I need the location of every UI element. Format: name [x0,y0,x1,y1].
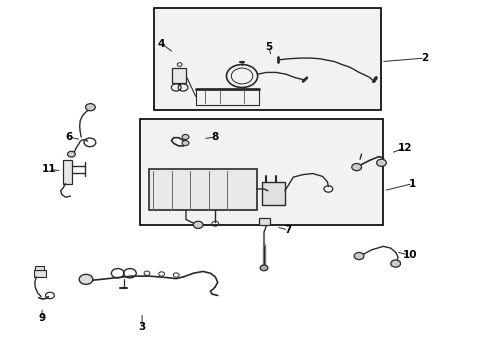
Text: 4: 4 [158,39,165,49]
Circle shape [193,221,203,228]
Circle shape [182,140,188,145]
Circle shape [351,163,361,171]
Text: 8: 8 [211,132,219,142]
Circle shape [390,260,400,267]
Circle shape [376,159,386,166]
Bar [35,266,44,270]
Bar [34,270,46,277]
Text: 9: 9 [39,313,45,323]
Bar [154,8,380,110]
Circle shape [260,265,267,271]
Text: 1: 1 [408,179,415,189]
Bar [261,182,285,205]
Circle shape [353,252,363,260]
Text: 12: 12 [397,143,412,153]
Circle shape [85,104,95,111]
Text: 11: 11 [42,164,57,174]
Text: 3: 3 [138,322,145,332]
Text: 6: 6 [65,132,72,142]
Bar [259,219,269,225]
Circle shape [67,151,75,157]
Bar [63,160,72,184]
Text: 2: 2 [421,53,427,63]
Text: 10: 10 [402,250,417,260]
Bar [149,169,256,211]
Bar [172,68,185,83]
Bar [140,119,383,225]
Circle shape [79,274,93,284]
Text: 5: 5 [264,42,272,52]
Text: 7: 7 [284,225,291,235]
Circle shape [182,134,188,139]
